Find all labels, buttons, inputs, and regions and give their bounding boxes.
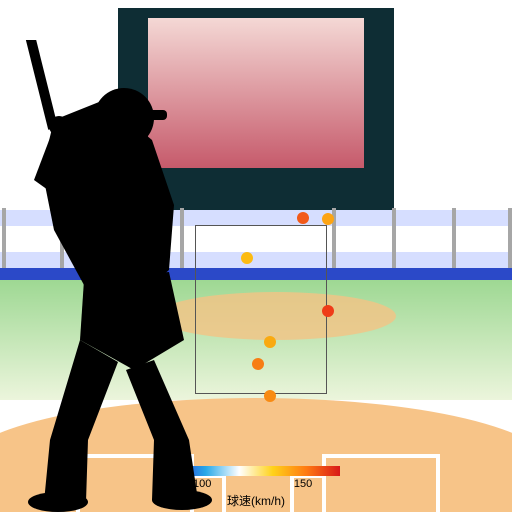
pitch-marker [297,212,309,224]
batter-silhouette [0,40,244,512]
stand-divider [452,208,456,270]
pitch-marker [252,358,264,370]
pitch-marker [264,336,276,348]
pitch-marker [264,390,276,402]
pitch-marker [322,213,334,225]
pitch-location-diagram: 100150 球速(km/h) [0,0,512,512]
chalk-line [322,454,436,458]
legend-tick: 150 [294,478,312,490]
chalk-line [436,454,440,512]
stand-divider [392,208,396,270]
pitch-marker [322,305,334,317]
stand-divider [508,208,512,270]
